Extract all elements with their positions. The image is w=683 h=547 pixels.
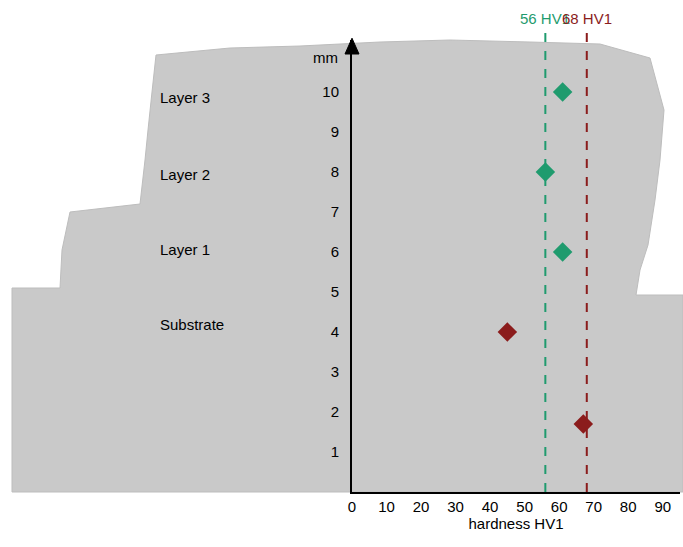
svg-text:56 HV1: 56 HV1 [520,10,570,27]
svg-text:Substrate: Substrate [160,316,224,333]
svg-text:Layer 1: Layer 1 [160,241,210,258]
svg-text:4: 4 [331,323,339,340]
svg-text:6: 6 [331,243,339,260]
svg-text:8: 8 [331,163,339,180]
svg-text:0: 0 [348,498,356,515]
svg-text:Layer 2: Layer 2 [160,166,210,183]
svg-text:mm: mm [313,49,338,66]
svg-text:60: 60 [551,498,568,515]
svg-text:7: 7 [331,203,339,220]
svg-text:10: 10 [378,498,395,515]
svg-text:20: 20 [413,498,430,515]
svg-text:3: 3 [331,363,339,380]
svg-text:hardness HV1: hardness HV1 [468,515,563,532]
svg-text:9: 9 [331,123,339,140]
svg-text:70: 70 [585,498,602,515]
svg-text:2: 2 [331,403,339,420]
svg-text:1: 1 [331,443,339,460]
svg-text:80: 80 [620,498,637,515]
svg-text:90: 90 [654,498,671,515]
svg-text:5: 5 [331,283,339,300]
svg-text:40: 40 [482,498,499,515]
svg-text:68 HV1: 68 HV1 [562,10,612,27]
svg-text:10: 10 [322,83,339,100]
svg-text:30: 30 [447,498,464,515]
svg-text:50: 50 [516,498,533,515]
svg-text:Layer 3: Layer 3 [160,89,210,106]
